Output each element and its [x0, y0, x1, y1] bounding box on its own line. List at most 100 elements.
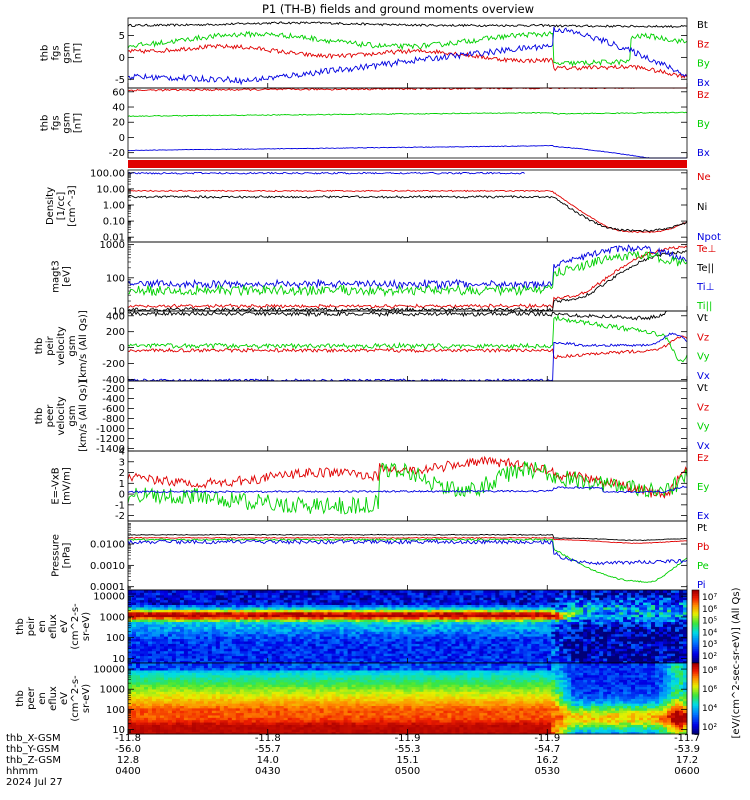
xtick-y-2: -55.3 [395, 744, 421, 755]
legend-fgs-dsl-By: By [697, 59, 710, 70]
series-temperature-Ti [127, 250, 688, 298]
legend-peir-velocity-Vt: Vt [697, 313, 708, 324]
series-temperature-Te [127, 245, 688, 309]
series-density-Ni [127, 194, 688, 232]
ytick-efield-3: 1 [119, 479, 125, 490]
ytick-fgs-gsm-0: 60 [112, 87, 125, 98]
ytick-fgs-dsl-0: 5 [119, 31, 125, 42]
ytick-peir-eflux-2: 100 [106, 633, 125, 644]
ylabel-peir-velocity: thbpeirvelocitygsm[km/s (All Qs)] [34, 310, 89, 382]
ytick-peer-eflux-1: 1000 [100, 685, 125, 696]
legend-peer-velocity-Vx: Vx [697, 441, 710, 452]
legend-temperature-Te: Te|| [696, 263, 714, 274]
series-peir-velocity-Vx [127, 332, 688, 382]
ytick-density-3: 0.10 [103, 217, 125, 228]
cb-ion-tick-1: 10⁶ [702, 605, 717, 615]
ytick-fgs-gsm-1: 40 [112, 103, 125, 114]
ylabel-pressure: Pressure[nPa] [51, 534, 73, 577]
cb-ion-tick-4: 10³ [702, 640, 717, 650]
series-density-Npot [127, 171, 525, 175]
panel-peir-eflux: 10000 1000 100 10 thbpeirenefluxeV(cm^2-s-sr… [15, 589, 688, 665]
xtick-y-0: -56.0 [115, 744, 141, 755]
legend-fgs-gsm-By: By [697, 119, 710, 130]
xtick-hhmm-3: 0530 [535, 766, 560, 777]
panel-density: Ne Ni Npot 100.00 10.00 1.00 0.10 0.01 Density[1… [45, 168, 721, 243]
series-fgs-gsm-By [127, 111, 688, 117]
legend-peer-velocity-Vt: Vt [697, 383, 708, 394]
plot-title: P1 (TH-B) fields and ground moments over… [262, 2, 534, 16]
ylabel-peir-eflux: thbpeirenefluxeV(cm^2-s-sr-eV) [15, 603, 92, 650]
xtick-x-2: -11.9 [395, 733, 421, 744]
legend-temperature-Te: Te⊥ [696, 244, 716, 255]
ytick-peer-eflux-3: 10 [112, 725, 125, 736]
ytick-pressure-0: 0.0100 [90, 540, 125, 551]
xtick-z-4: 17.2 [676, 755, 698, 766]
frame-pressure [127, 520, 688, 591]
status-band [128, 160, 687, 168]
ytick-peir-eflux-3: 10 [112, 654, 125, 665]
xtick-z-3: 16.2 [536, 755, 558, 766]
ylabel-density: Density[1/cc][cm^-3] [45, 185, 78, 226]
legend-fgs-dsl-Bt: Bt [697, 20, 708, 31]
xtick-x-1: -11.8 [255, 733, 281, 744]
panel-fgs-dsl: Bt Bz By Bx 5 0 -5 thbfgsgsm[nT] [40, 17, 710, 89]
ytick-peer-velocity-1: -400 [102, 394, 125, 405]
cb-electron-tick-2: 10⁴ [702, 704, 717, 714]
cb-electron-tick-0: 10⁸ [702, 666, 717, 676]
series-pressure-Pe [127, 538, 688, 583]
legend-temperature-Ti: Ti|| [696, 301, 712, 312]
ylabel-fgs-dsl: thbfgsgsm[nT] [40, 42, 84, 63]
legend-efield-Ey: Ey [697, 482, 709, 493]
ytick-peer-velocity-6: -1400 [96, 444, 125, 455]
ytick-peir-velocity-2: 0 [119, 343, 125, 354]
legend-pressure-Pe: Pe [697, 561, 709, 572]
ytick-fgs-gsm-4: -20 [109, 148, 125, 159]
series-fgs-dsl-Bx [127, 26, 688, 86]
ytick-efield-2: 2 [119, 468, 125, 479]
legend-peer-velocity-Vz: Vz [697, 402, 709, 413]
legend-density-Ne: Ne [697, 172, 711, 183]
legend-pressure-Pt: Pt [697, 523, 707, 534]
ytick-efield-5: -1 [115, 500, 125, 511]
spectrogram-peir-eflux [128, 590, 688, 664]
cb-electron: 10⁸ 10⁶ 10⁴ 10² [691, 662, 717, 735]
ylabel-peer-velocity: thbpeervelocitygsm[km/s (All Qs)] [34, 380, 89, 452]
ytick-temperature-2: 10 [112, 307, 125, 318]
xtick-x-4: -11.7 [674, 733, 700, 744]
cb-electron-tick-1: 10⁶ [702, 685, 717, 695]
ytick-peir-eflux-1: 1000 [100, 612, 125, 623]
xtick-x-3: -11.9 [534, 733, 560, 744]
ytick-peir-velocity-1: 200 [106, 327, 125, 338]
ylabel-efield: E=-VxB[mV/m] [51, 467, 73, 505]
xrow-label-0: thb_X-GSM [6, 733, 61, 744]
ytick-pressure-2: 0.0001 [90, 582, 125, 593]
cb-ion-tick-0: 10⁷ [702, 593, 717, 603]
frame-peer-velocity [127, 380, 688, 452]
series-fgs-gsm-Bz [127, 87, 687, 92]
ytick-peer-eflux-2: 100 [106, 705, 125, 716]
xtick-z-0: 12.8 [117, 755, 139, 766]
colorbar-label: [eV/(cm^2-sec-sr-eV)] (All Qs) [731, 587, 742, 738]
ytick-temperature-1: 100 [106, 273, 125, 284]
xrow-label-3: hhmm [6, 766, 38, 777]
spectrogram-peer-eflux [128, 663, 688, 735]
ytick-peir-velocity-4: -400 [102, 375, 125, 386]
xtick-z-1: 14.0 [257, 755, 279, 766]
ylabel-peer-eflux: thbpeerenefluxeV(cm^2-s-sr-eV) [15, 675, 92, 722]
series-fgs-dsl-Bz [127, 43, 688, 79]
panel-pressure: Pt Pb Pe Pi 0.0100 0.0010 0.0001 Pressure[nPa] [51, 520, 709, 593]
legend-density-Ni: Ni [697, 202, 707, 213]
legend-efield-Ex: Ex [697, 511, 709, 522]
legend-pressure-Pi: Pi [697, 580, 706, 591]
xrow-label-1: thb_Y-GSM [6, 744, 59, 755]
legend-efield-Ez: Ez [697, 453, 709, 464]
series-peir-velocity-Vy [127, 314, 688, 363]
ytick-peir-eflux-0: 10000 [93, 592, 125, 603]
panel-peer-eflux: 10000 1000 100 10 thbpeerenefluxeV(cm^2-s-sr… [15, 662, 688, 736]
series-efield-Ey [127, 461, 688, 515]
xtick-hhmm-4: 0600 [674, 766, 699, 777]
ytick-pressure-1: 0.0010 [90, 561, 125, 572]
ytick-efield-0: 4 [119, 447, 125, 458]
